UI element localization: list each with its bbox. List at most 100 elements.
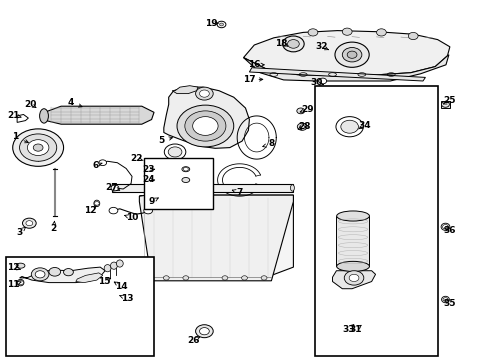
- Circle shape: [35, 271, 45, 278]
- Ellipse shape: [336, 261, 369, 271]
- Text: 14: 14: [115, 282, 127, 291]
- Circle shape: [261, 276, 266, 280]
- Circle shape: [183, 276, 188, 280]
- Text: 2: 2: [51, 224, 57, 233]
- Circle shape: [99, 160, 106, 166]
- Circle shape: [20, 134, 57, 161]
- Text: 33: 33: [341, 325, 354, 334]
- Circle shape: [109, 207, 118, 214]
- Ellipse shape: [111, 185, 115, 191]
- Circle shape: [27, 140, 49, 156]
- Text: 12: 12: [84, 206, 97, 215]
- Polygon shape: [163, 87, 249, 148]
- Circle shape: [111, 185, 119, 191]
- Text: 6: 6: [92, 161, 98, 170]
- Circle shape: [335, 117, 363, 137]
- Circle shape: [164, 144, 185, 160]
- Polygon shape: [332, 271, 375, 289]
- Circle shape: [307, 29, 317, 36]
- Ellipse shape: [182, 177, 189, 183]
- Ellipse shape: [94, 200, 100, 207]
- Bar: [6, 257, 154, 356]
- Text: 15: 15: [98, 277, 110, 286]
- Polygon shape: [243, 55, 448, 81]
- Circle shape: [344, 271, 363, 285]
- Text: 5: 5: [158, 136, 164, 145]
- Circle shape: [340, 120, 358, 133]
- Text: 4: 4: [67, 98, 74, 107]
- Text: 13: 13: [121, 294, 133, 302]
- Text: 11: 11: [7, 280, 20, 289]
- Circle shape: [296, 108, 304, 114]
- Text: 32: 32: [315, 42, 327, 51]
- Bar: [144, 158, 212, 209]
- Ellipse shape: [441, 102, 448, 107]
- Text: 12: 12: [7, 263, 20, 271]
- Text: 31: 31: [349, 325, 362, 334]
- Text: 29: 29: [300, 105, 313, 114]
- Text: 35: 35: [443, 299, 455, 307]
- Ellipse shape: [16, 263, 25, 268]
- Polygon shape: [243, 31, 449, 76]
- Text: 3: 3: [17, 228, 22, 237]
- Circle shape: [13, 129, 63, 166]
- Text: 30: 30: [310, 78, 323, 87]
- Text: 10: 10: [125, 213, 138, 222]
- Ellipse shape: [441, 296, 448, 303]
- Circle shape: [195, 325, 213, 338]
- Text: 23: 23: [142, 165, 154, 174]
- Text: 26: 26: [186, 336, 199, 345]
- Bar: [112, 184, 293, 192]
- Circle shape: [222, 276, 227, 280]
- Circle shape: [31, 268, 49, 281]
- Circle shape: [376, 29, 386, 36]
- Polygon shape: [20, 267, 105, 283]
- Polygon shape: [139, 195, 293, 275]
- Text: 18: 18: [274, 39, 287, 48]
- Ellipse shape: [110, 262, 117, 269]
- Circle shape: [217, 21, 225, 28]
- Polygon shape: [76, 273, 102, 283]
- Circle shape: [241, 276, 247, 280]
- Ellipse shape: [104, 265, 111, 272]
- Text: 28: 28: [297, 122, 310, 131]
- Ellipse shape: [182, 167, 189, 172]
- Ellipse shape: [440, 223, 449, 230]
- Circle shape: [26, 221, 33, 226]
- Ellipse shape: [290, 185, 294, 191]
- Circle shape: [318, 78, 326, 84]
- Text: 21: 21: [7, 111, 20, 120]
- Circle shape: [287, 40, 299, 48]
- Circle shape: [195, 87, 213, 100]
- Ellipse shape: [40, 109, 48, 123]
- Polygon shape: [336, 216, 368, 266]
- Circle shape: [297, 123, 306, 130]
- Circle shape: [183, 167, 188, 171]
- Circle shape: [199, 90, 209, 97]
- Circle shape: [219, 23, 223, 26]
- Circle shape: [94, 202, 99, 205]
- Polygon shape: [41, 106, 154, 124]
- Ellipse shape: [116, 260, 123, 267]
- Circle shape: [177, 105, 233, 147]
- Polygon shape: [139, 195, 293, 281]
- Ellipse shape: [336, 211, 369, 221]
- Circle shape: [18, 280, 23, 285]
- Circle shape: [199, 328, 209, 335]
- Circle shape: [342, 48, 361, 62]
- Circle shape: [342, 28, 351, 35]
- Circle shape: [49, 267, 61, 276]
- Text: 20: 20: [24, 100, 37, 109]
- Polygon shape: [17, 114, 28, 122]
- Text: 9: 9: [148, 197, 155, 206]
- Bar: [315, 86, 437, 356]
- Text: 25: 25: [443, 96, 455, 105]
- Text: 27: 27: [105, 183, 118, 192]
- Text: 8: 8: [268, 139, 274, 148]
- Text: 24: 24: [142, 175, 154, 184]
- Text: 1: 1: [12, 132, 18, 141]
- Text: 7: 7: [236, 188, 243, 197]
- Text: 17: 17: [243, 76, 255, 85]
- Ellipse shape: [17, 279, 24, 286]
- Circle shape: [192, 117, 218, 135]
